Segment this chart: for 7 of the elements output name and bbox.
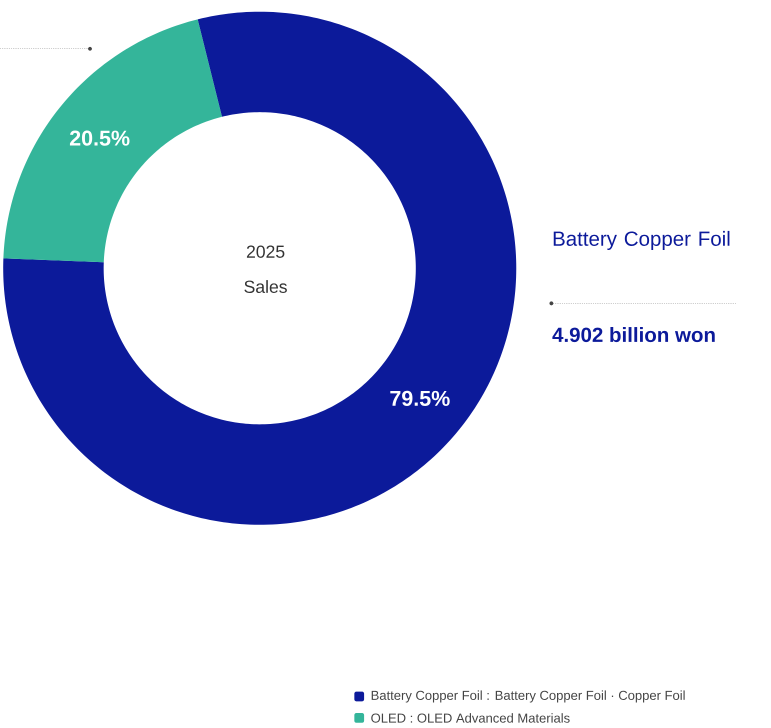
legend-label: Battery Copper Foil : Battery Copper Foil · Copper Foil (372, 690, 685, 703)
data-label: 79.5% (390, 390, 450, 406)
text: 4.902 billion won (552, 327, 715, 342)
chart-title: 2025 Sales (244, 246, 287, 294)
data-label: 20.5% (70, 130, 130, 146)
legend-label: OLED : OLED Advanced Materials (371, 713, 570, 723)
text: Battery Copper Foil (554, 231, 730, 250)
